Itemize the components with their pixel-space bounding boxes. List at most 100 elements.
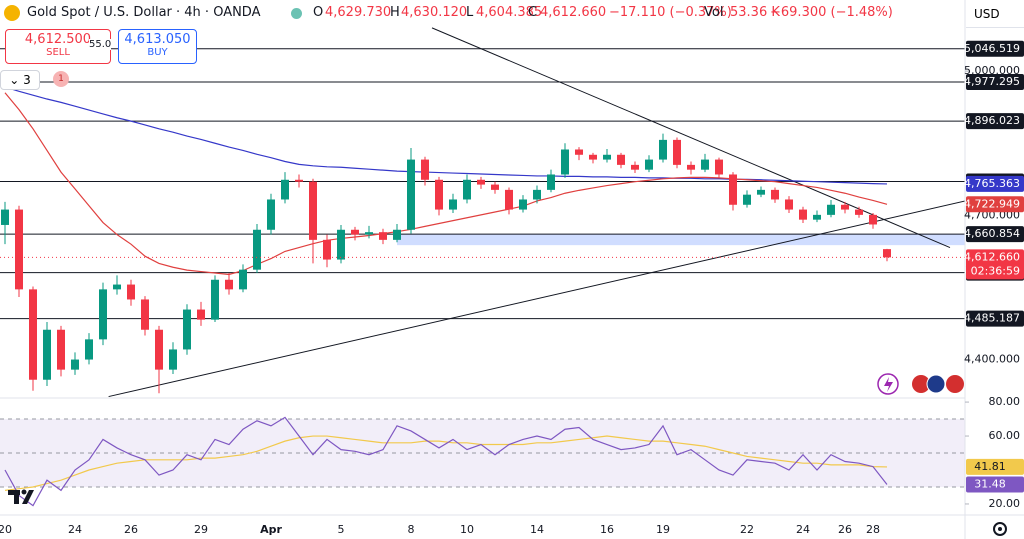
candle-body (337, 229, 345, 260)
symbol-title[interactable]: Gold Spot / U.S. Dollar · 4h · OANDA (27, 5, 261, 20)
buy-price: 4,613.050 (124, 32, 191, 47)
candle-body (617, 154, 625, 165)
candle-body (603, 154, 611, 160)
rsi-line (4, 435, 888, 491)
x-tick-label: Apr (260, 523, 282, 536)
ma-label: 4,765.363 (964, 177, 1020, 190)
market-status (291, 8, 302, 19)
x-tick-label: 24 (796, 523, 810, 536)
level-label-bg (966, 113, 1024, 130)
candle-body (449, 199, 457, 210)
rsi-label-bg (966, 458, 1024, 475)
candle-body (239, 269, 247, 290)
price-label: 4,612.660 (964, 250, 1020, 263)
sell-label: SELL (46, 47, 70, 58)
candle-body (253, 229, 261, 270)
x-tick-label: 14 (530, 523, 544, 536)
symbol-icon (4, 5, 20, 21)
candle-body (43, 329, 51, 380)
support-zone (397, 234, 965, 246)
ohlc-value: 4,604.385 (476, 5, 543, 20)
candle-body (785, 199, 793, 210)
level-label: 4,660.854 (964, 227, 1020, 240)
rsi-label-bg (966, 476, 1024, 493)
ohlc-value: 4,629.730 (325, 5, 392, 20)
ohlc-key: H (390, 5, 400, 20)
candle-body (197, 309, 205, 320)
candle-body (99, 289, 107, 340)
candle-body (533, 189, 541, 200)
candle-body (267, 199, 275, 230)
rsi-tick-label: 60.00 (989, 429, 1021, 442)
candle-body (589, 154, 597, 160)
candle-body (169, 349, 177, 370)
moving-average (4, 92, 888, 276)
candle-body (631, 164, 639, 170)
ohlc-value: 4,612.660 (540, 5, 607, 20)
price-pane (0, 27, 965, 398)
candle-body (519, 199, 527, 210)
tv-logo (8, 489, 34, 504)
ohlc-value: 4,630.120 (401, 5, 468, 20)
candle-body (645, 159, 653, 170)
level-label-bg (966, 40, 1024, 57)
candle-body (827, 204, 835, 215)
x-tick-label: 29 (194, 523, 208, 536)
sell-price: 4,612.500 (24, 32, 92, 47)
settings-icon[interactable] (993, 522, 1007, 536)
event-icons (877, 373, 964, 395)
indicator-count: 3 (23, 73, 31, 87)
candle-body (295, 179, 303, 182)
candle-body (1, 209, 9, 225)
x-tick-label: 26 (124, 523, 138, 536)
spread: 55.0 (89, 39, 112, 50)
candle-body (281, 179, 289, 200)
candle-body (715, 159, 723, 175)
candle-body (113, 284, 121, 290)
candle-body (687, 164, 695, 170)
vol-change: −69.300 (−1.48%) (770, 5, 893, 20)
trendline (108, 200, 965, 398)
candle-body (435, 179, 443, 210)
rsi-label: 31.48 (974, 477, 1006, 490)
candle-body (855, 209, 863, 215)
candle-body (85, 339, 93, 360)
x-tick-label: 20 (0, 523, 12, 536)
candle-body (561, 149, 569, 175)
indicators-toggle[interactable]: ⌄ 3 (0, 70, 40, 90)
candle-body (813, 214, 821, 220)
countdown: 02:36:59 (971, 264, 1020, 277)
candle-body (673, 139, 681, 165)
x-tick-label: 19 (656, 523, 670, 536)
vol-key: Vol (704, 5, 724, 20)
candle-body (841, 204, 849, 210)
x-tick-label: 22 (740, 523, 754, 536)
candle-body (183, 309, 191, 350)
candle-body (491, 184, 499, 190)
ohlc-key: C (528, 5, 538, 20)
candle-body (757, 189, 765, 195)
candle-body (505, 189, 513, 210)
alert-badge[interactable]: 1 (53, 71, 69, 87)
currency-selector[interactable]: USD (966, 0, 1024, 28)
rsi-tick-label: 80.00 (989, 395, 1021, 408)
candle-body (421, 159, 429, 180)
candle-body (407, 159, 415, 230)
candle-body (15, 209, 23, 290)
x-tick-label: 28 (866, 523, 880, 536)
level-label: 4,485.187 (964, 312, 1020, 325)
candle-body (351, 229, 359, 235)
candle-body (729, 174, 737, 205)
rsi-tick-label: 20.00 (989, 497, 1021, 510)
buy-button[interactable]: 4,613.050 BUY (118, 29, 197, 64)
rsi-label: 41.81 (974, 460, 1006, 473)
candle-body (57, 329, 65, 370)
level-label: 5,046.519 (964, 42, 1020, 55)
level-label-bg (966, 226, 1024, 243)
candle-body (71, 359, 79, 370)
candle-body (141, 299, 149, 330)
candle-body (29, 289, 37, 380)
x-tick-label: 10 (460, 523, 474, 536)
